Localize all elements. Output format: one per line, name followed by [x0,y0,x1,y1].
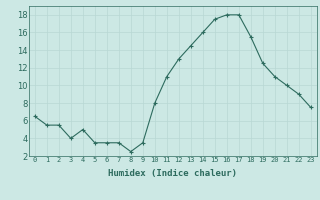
X-axis label: Humidex (Indice chaleur): Humidex (Indice chaleur) [108,169,237,178]
